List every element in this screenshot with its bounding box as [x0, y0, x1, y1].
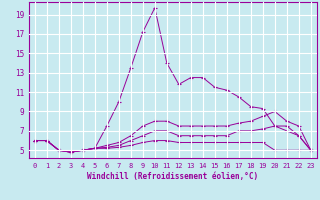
X-axis label: Windchill (Refroidissement éolien,°C): Windchill (Refroidissement éolien,°C)	[87, 172, 258, 181]
